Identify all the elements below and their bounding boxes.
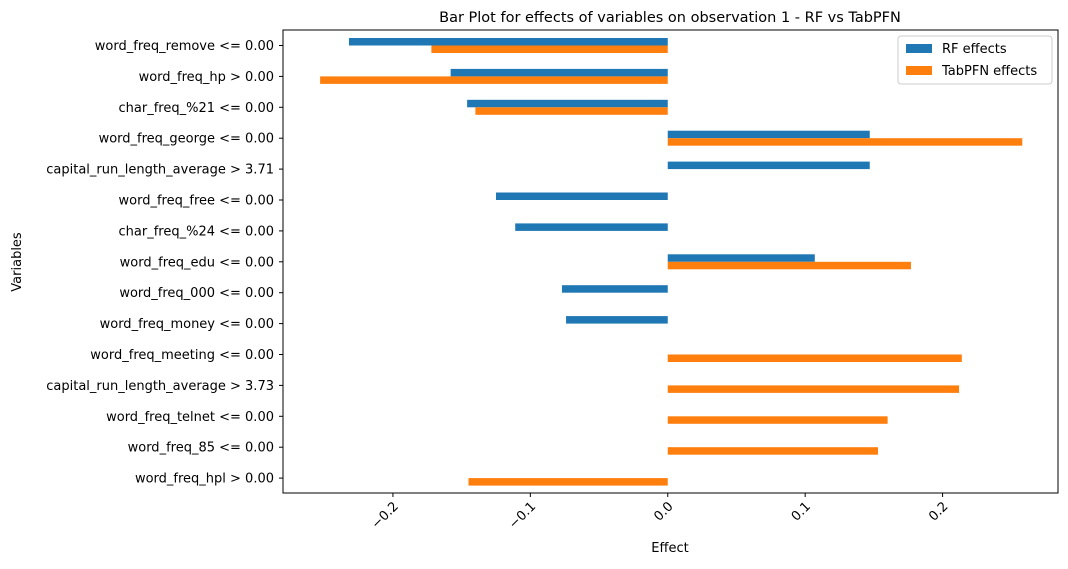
bar-rf-effects-word-freq-free-0-00 bbox=[495, 192, 668, 200]
bar-rf-effects-capital-run-length-average-3-71 bbox=[667, 161, 870, 170]
plot-frame bbox=[282, 29, 1059, 494]
legend-swatch-rf bbox=[906, 44, 932, 53]
y-tick-label: word_freq_george <= 0.00 bbox=[99, 132, 274, 147]
bar-tabpfn-effects-word-freq-hp-0-00 bbox=[320, 76, 668, 84]
legend-label-tabpfn: TabPFN effects bbox=[941, 64, 1037, 79]
chart-title: Bar Plot for effects of variables on obs… bbox=[439, 10, 901, 26]
legend-swatch-tabpfn bbox=[906, 66, 932, 75]
bar-tabpfn-effects-word-freq-george-0-00 bbox=[667, 138, 1023, 146]
y-tick-label: char_freq_%24 <= 0.00 bbox=[119, 224, 274, 239]
bar-rf-effects-word-freq-hp-0-00 bbox=[450, 68, 668, 77]
bar-rf-effects-char-freq-21-0-00 bbox=[467, 99, 668, 108]
bar-tabpfn-effects-word-freq-remove-0-00 bbox=[431, 45, 668, 53]
x-tick-label: 0.0 bbox=[651, 499, 676, 524]
bar-tabpfn-effects-word-freq-meeting-0-00 bbox=[667, 354, 962, 362]
y-tick-label: word_freq_85 <= 0.00 bbox=[128, 441, 274, 456]
bar-tabpfn-effects-capital-run-length-average-3-73 bbox=[667, 385, 960, 393]
y-tick-label: word_freq_free <= 0.00 bbox=[119, 194, 274, 209]
y-tick-label: word_freq_money <= 0.00 bbox=[100, 317, 274, 332]
bar-rf-effects-word-freq-money-0-00 bbox=[566, 316, 668, 324]
y-axis-ticks: word_freq_remove <= 0.00 word_freq_hp > 0… bbox=[46, 39, 283, 487]
y-tick-label: word_freq_telnet <= 0.00 bbox=[106, 410, 274, 425]
x-axis-ticks: −0.2 −0.1 0.0 0.1 0.2 bbox=[369, 493, 951, 532]
x-tick-label: −0.2 bbox=[369, 499, 402, 532]
legend: RF effects TabPFN effects bbox=[897, 35, 1053, 85]
bar-tabpfn-effects-word-freq-edu-0-00 bbox=[667, 261, 911, 270]
y-tick-label: capital_run_length_average > 3.71 bbox=[46, 163, 274, 178]
x-tick-label: −0.1 bbox=[506, 499, 539, 532]
y-tick-label: char_freq_%21 <= 0.00 bbox=[119, 101, 274, 116]
legend-box bbox=[897, 35, 1053, 85]
bars-group bbox=[320, 38, 1023, 486]
x-tick-label: 0.1 bbox=[789, 499, 814, 524]
y-tick-label: capital_run_length_average > 3.73 bbox=[46, 379, 274, 394]
y-tick-label: word_freq_000 <= 0.00 bbox=[119, 286, 274, 301]
y-tick-label: word_freq_remove <= 0.00 bbox=[95, 39, 274, 54]
bar-tabpfn-effects-word-freq-telnet-0-00 bbox=[667, 416, 888, 424]
x-axis-label: Effect bbox=[651, 541, 688, 556]
bar-tabpfn-effects-word-freq-85-0-00 bbox=[667, 447, 878, 455]
y-tick-label: word_freq_hpl > 0.00 bbox=[135, 472, 274, 487]
y-tick-label: word_freq_meeting <= 0.00 bbox=[90, 348, 274, 363]
bar-tabpfn-effects-char-freq-21-0-00 bbox=[475, 107, 668, 115]
bar-rf-effects-word-freq-edu-0-00 bbox=[667, 254, 815, 262]
bar-rf-effects-word-freq-000-0-00 bbox=[561, 285, 668, 293]
legend-label-rf: RF effects bbox=[942, 42, 1007, 57]
bar-tabpfn-effects-word-freq-hpl-0-00 bbox=[468, 478, 668, 486]
y-tick-label: word_freq_edu <= 0.00 bbox=[120, 255, 274, 270]
y-axis-label: Variables bbox=[10, 232, 25, 292]
bar-rf-effects-char-freq-24-0-00 bbox=[515, 223, 668, 231]
bar-rf-effects-word-freq-george-0-00 bbox=[667, 130, 870, 139]
x-tick-label: 0.2 bbox=[926, 499, 951, 524]
bar-rf-effects-word-freq-remove-0-00 bbox=[348, 38, 668, 46]
y-tick-label: word_freq_hp > 0.00 bbox=[139, 70, 274, 85]
